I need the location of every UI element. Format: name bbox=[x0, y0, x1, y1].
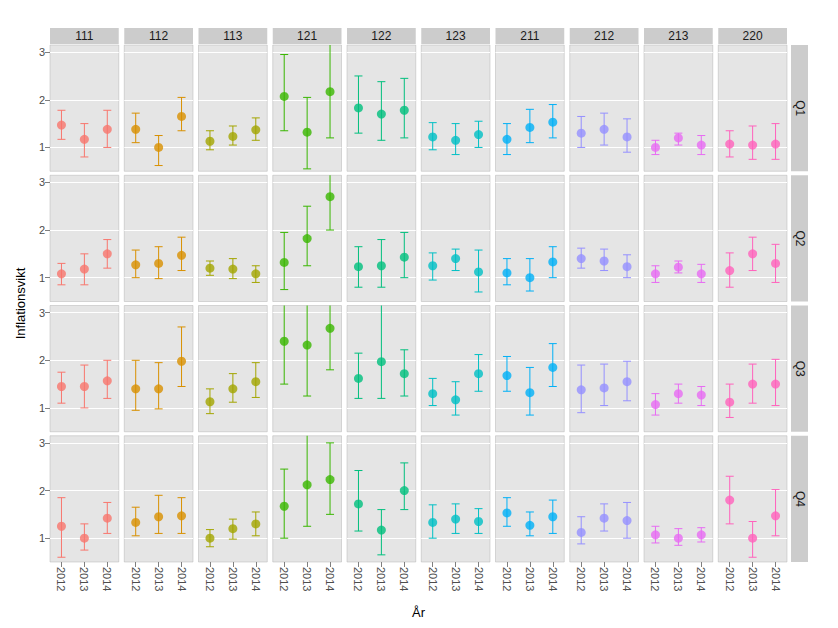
svg-text:3: 3 bbox=[39, 176, 45, 188]
svg-text:3: 3 bbox=[39, 307, 45, 319]
svg-text:År: År bbox=[412, 605, 426, 620]
svg-text:2012: 2012 bbox=[575, 567, 587, 591]
svg-text:2013: 2013 bbox=[153, 567, 165, 591]
svg-text:Q2: Q2 bbox=[793, 230, 807, 246]
svg-text:122: 122 bbox=[371, 29, 391, 43]
svg-text:2: 2 bbox=[39, 485, 45, 497]
svg-text:2014: 2014 bbox=[770, 567, 782, 591]
svg-text:1: 1 bbox=[39, 141, 45, 153]
svg-text:2013: 2013 bbox=[524, 567, 536, 591]
svg-text:1: 1 bbox=[39, 532, 45, 544]
svg-text:2013: 2013 bbox=[301, 567, 313, 591]
svg-text:2012: 2012 bbox=[278, 567, 290, 591]
svg-text:212: 212 bbox=[594, 29, 614, 43]
svg-text:2: 2 bbox=[39, 94, 45, 106]
svg-text:2014: 2014 bbox=[250, 567, 262, 591]
svg-text:2014: 2014 bbox=[398, 567, 410, 591]
svg-text:121: 121 bbox=[297, 29, 317, 43]
svg-text:2013: 2013 bbox=[375, 567, 387, 591]
svg-text:220: 220 bbox=[743, 29, 763, 43]
svg-text:2014: 2014 bbox=[547, 567, 559, 591]
svg-text:2012: 2012 bbox=[204, 567, 216, 591]
svg-text:2012: 2012 bbox=[649, 567, 661, 591]
svg-text:123: 123 bbox=[446, 29, 466, 43]
svg-text:2014: 2014 bbox=[176, 567, 188, 591]
svg-text:2013: 2013 bbox=[78, 567, 90, 591]
svg-text:2013: 2013 bbox=[227, 567, 239, 591]
svg-text:2013: 2013 bbox=[598, 567, 610, 591]
svg-text:2014: 2014 bbox=[695, 567, 707, 591]
svg-text:Inflationsvikt: Inflationsvikt bbox=[13, 267, 28, 339]
svg-text:2: 2 bbox=[39, 224, 45, 236]
svg-text:2013: 2013 bbox=[747, 567, 759, 591]
svg-text:2012: 2012 bbox=[427, 567, 439, 591]
svg-text:2013: 2013 bbox=[672, 567, 684, 591]
svg-text:Q4: Q4 bbox=[793, 491, 807, 507]
svg-text:2014: 2014 bbox=[473, 567, 485, 591]
svg-text:Q1: Q1 bbox=[793, 100, 807, 116]
svg-text:2012: 2012 bbox=[352, 567, 364, 591]
svg-text:112: 112 bbox=[149, 29, 168, 43]
svg-text:2012: 2012 bbox=[130, 567, 142, 591]
svg-text:211: 211 bbox=[520, 29, 539, 43]
svg-text:1: 1 bbox=[39, 272, 45, 284]
svg-text:3: 3 bbox=[39, 437, 45, 449]
svg-text:2014: 2014 bbox=[101, 567, 113, 591]
svg-text:1: 1 bbox=[39, 402, 45, 414]
svg-text:2014: 2014 bbox=[621, 567, 633, 591]
svg-text:111: 111 bbox=[75, 29, 94, 43]
svg-text:2012: 2012 bbox=[724, 567, 736, 591]
svg-text:3: 3 bbox=[39, 46, 45, 58]
svg-text:2: 2 bbox=[39, 354, 45, 366]
svg-text:2013: 2013 bbox=[450, 567, 462, 591]
svg-text:113: 113 bbox=[223, 29, 242, 43]
svg-text:2012: 2012 bbox=[501, 567, 513, 591]
svg-text:Q3: Q3 bbox=[793, 361, 807, 377]
svg-text:2012: 2012 bbox=[55, 567, 67, 591]
svg-text:2014: 2014 bbox=[324, 567, 336, 591]
svg-text:213: 213 bbox=[668, 29, 688, 43]
